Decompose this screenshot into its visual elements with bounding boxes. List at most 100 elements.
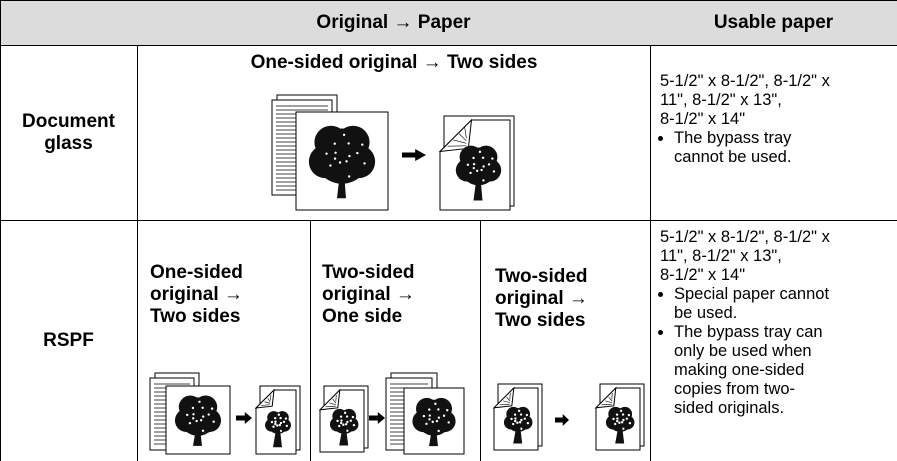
tree-speck bbox=[342, 133, 346, 137]
tree-trunk bbox=[273, 429, 282, 448]
text-line: original → bbox=[495, 288, 588, 309]
tree-speck bbox=[273, 416, 277, 420]
text-line: making one-sided bbox=[674, 361, 805, 379]
tree-speck bbox=[345, 160, 348, 163]
tree-speck bbox=[437, 429, 440, 433]
text-line: 8-1/2" x 14" bbox=[660, 266, 746, 284]
mode-cell bbox=[310, 220, 481, 461]
tree-speck bbox=[480, 168, 483, 172]
tree-speck bbox=[428, 414, 431, 417]
tree-trunk bbox=[429, 428, 438, 447]
tree-speck bbox=[198, 400, 201, 404]
tree-trunk bbox=[339, 429, 349, 446]
text-line: The bypass tray bbox=[674, 129, 792, 147]
text-line: 8-1/2" x 14" bbox=[660, 110, 746, 128]
tree-speck bbox=[625, 417, 629, 420]
tree-speck bbox=[520, 418, 523, 422]
mode-cell bbox=[137, 220, 311, 461]
tree-speck bbox=[475, 169, 479, 173]
tree-speck bbox=[279, 416, 282, 420]
text-line: The bypass tray can bbox=[674, 323, 823, 341]
tree-speck bbox=[526, 421, 530, 425]
tree-speck bbox=[277, 413, 281, 416]
tree-speck bbox=[201, 429, 205, 432]
tree-speck bbox=[516, 421, 519, 424]
text-line: One side bbox=[322, 306, 403, 327]
tree-speck bbox=[195, 419, 198, 423]
tree-speck bbox=[434, 402, 437, 406]
tree-speck bbox=[356, 151, 359, 155]
text-line: Special paper cannot bbox=[674, 285, 830, 303]
usable-paper: 5-1/2" x 8-1/2", 8-1/2" x 11", 8-1/2" x 1… bbox=[660, 228, 895, 418]
tree-speck bbox=[338, 424, 341, 428]
tree-speck bbox=[361, 143, 364, 146]
tree-speck bbox=[437, 408, 440, 411]
tree-speck bbox=[192, 413, 195, 416]
tree-speck bbox=[491, 157, 494, 160]
arrow bbox=[555, 414, 569, 426]
tree-speck bbox=[333, 157, 337, 160]
tree-speck bbox=[525, 413, 529, 417]
tree-speck bbox=[523, 417, 527, 420]
fold-rule bbox=[601, 403, 612, 406]
tree-speck bbox=[431, 420, 434, 424]
fold-rule bbox=[458, 133, 467, 142]
tree-speck bbox=[615, 413, 619, 416]
tree-speck bbox=[349, 419, 353, 422]
tree-speck bbox=[512, 422, 515, 426]
tree-speck bbox=[514, 417, 517, 420]
tree-speck bbox=[622, 427, 625, 430]
tree-speck bbox=[472, 162, 476, 166]
tree-speck bbox=[425, 422, 428, 426]
tree-speck bbox=[270, 420, 274, 424]
tree-speck bbox=[210, 407, 214, 410]
mode-title: Two-sided original → One side bbox=[322, 262, 415, 328]
tree-speck bbox=[325, 152, 328, 155]
fold-rule bbox=[464, 127, 467, 139]
tree-speck bbox=[346, 429, 349, 432]
row-label-cell bbox=[0, 45, 138, 221]
usable-cell bbox=[650, 45, 897, 221]
tree-speck bbox=[344, 423, 348, 426]
fold-rule bbox=[608, 396, 613, 402]
tree-speck bbox=[338, 161, 342, 164]
tree-crown bbox=[336, 125, 370, 159]
text-line: cannot be used. bbox=[674, 148, 792, 166]
tree-speck bbox=[284, 417, 288, 420]
mode-title: One-sided original → Two sides bbox=[150, 262, 243, 328]
tree-speck bbox=[274, 420, 277, 423]
tree-speck bbox=[347, 142, 350, 145]
text-line: copies from two- bbox=[674, 380, 796, 398]
row-label: RSPF bbox=[0, 220, 137, 461]
text-line: original → bbox=[322, 284, 415, 305]
tree-trunk bbox=[193, 428, 202, 446]
tree-speck bbox=[482, 165, 485, 168]
text-line: original → bbox=[150, 284, 243, 305]
text-line: 5-1/2" x 8-1/2", 8-1/2" x bbox=[660, 72, 830, 90]
fold-rule bbox=[453, 139, 467, 144]
fold bbox=[492, 386, 515, 409]
tree-speck bbox=[363, 162, 366, 165]
tree-speck bbox=[276, 424, 279, 427]
text-line: sided originals. bbox=[674, 399, 785, 417]
tree-speck bbox=[201, 415, 205, 418]
tree-crown bbox=[515, 406, 531, 422]
tree-speck bbox=[212, 420, 215, 423]
tree-speck bbox=[510, 417, 513, 421]
tree-speck bbox=[347, 175, 351, 178]
tree-speck bbox=[616, 419, 619, 423]
tree-speck bbox=[520, 427, 523, 430]
usable-paper: 5-1/2" x 8-1/2", 8-1/2" x 11", 8-1/2" x 1… bbox=[660, 72, 895, 167]
tree-crown bbox=[341, 408, 357, 424]
fold-rule bbox=[325, 405, 336, 408]
tree-speck bbox=[428, 408, 431, 411]
tree-speck bbox=[274, 422, 277, 426]
tree-speck bbox=[612, 417, 615, 421]
tree-speck bbox=[207, 413, 210, 416]
tree-speck bbox=[466, 163, 470, 166]
tree-speck bbox=[481, 156, 485, 159]
arrow bbox=[402, 149, 426, 161]
header-cell: Usable paper bbox=[650, 0, 897, 46]
